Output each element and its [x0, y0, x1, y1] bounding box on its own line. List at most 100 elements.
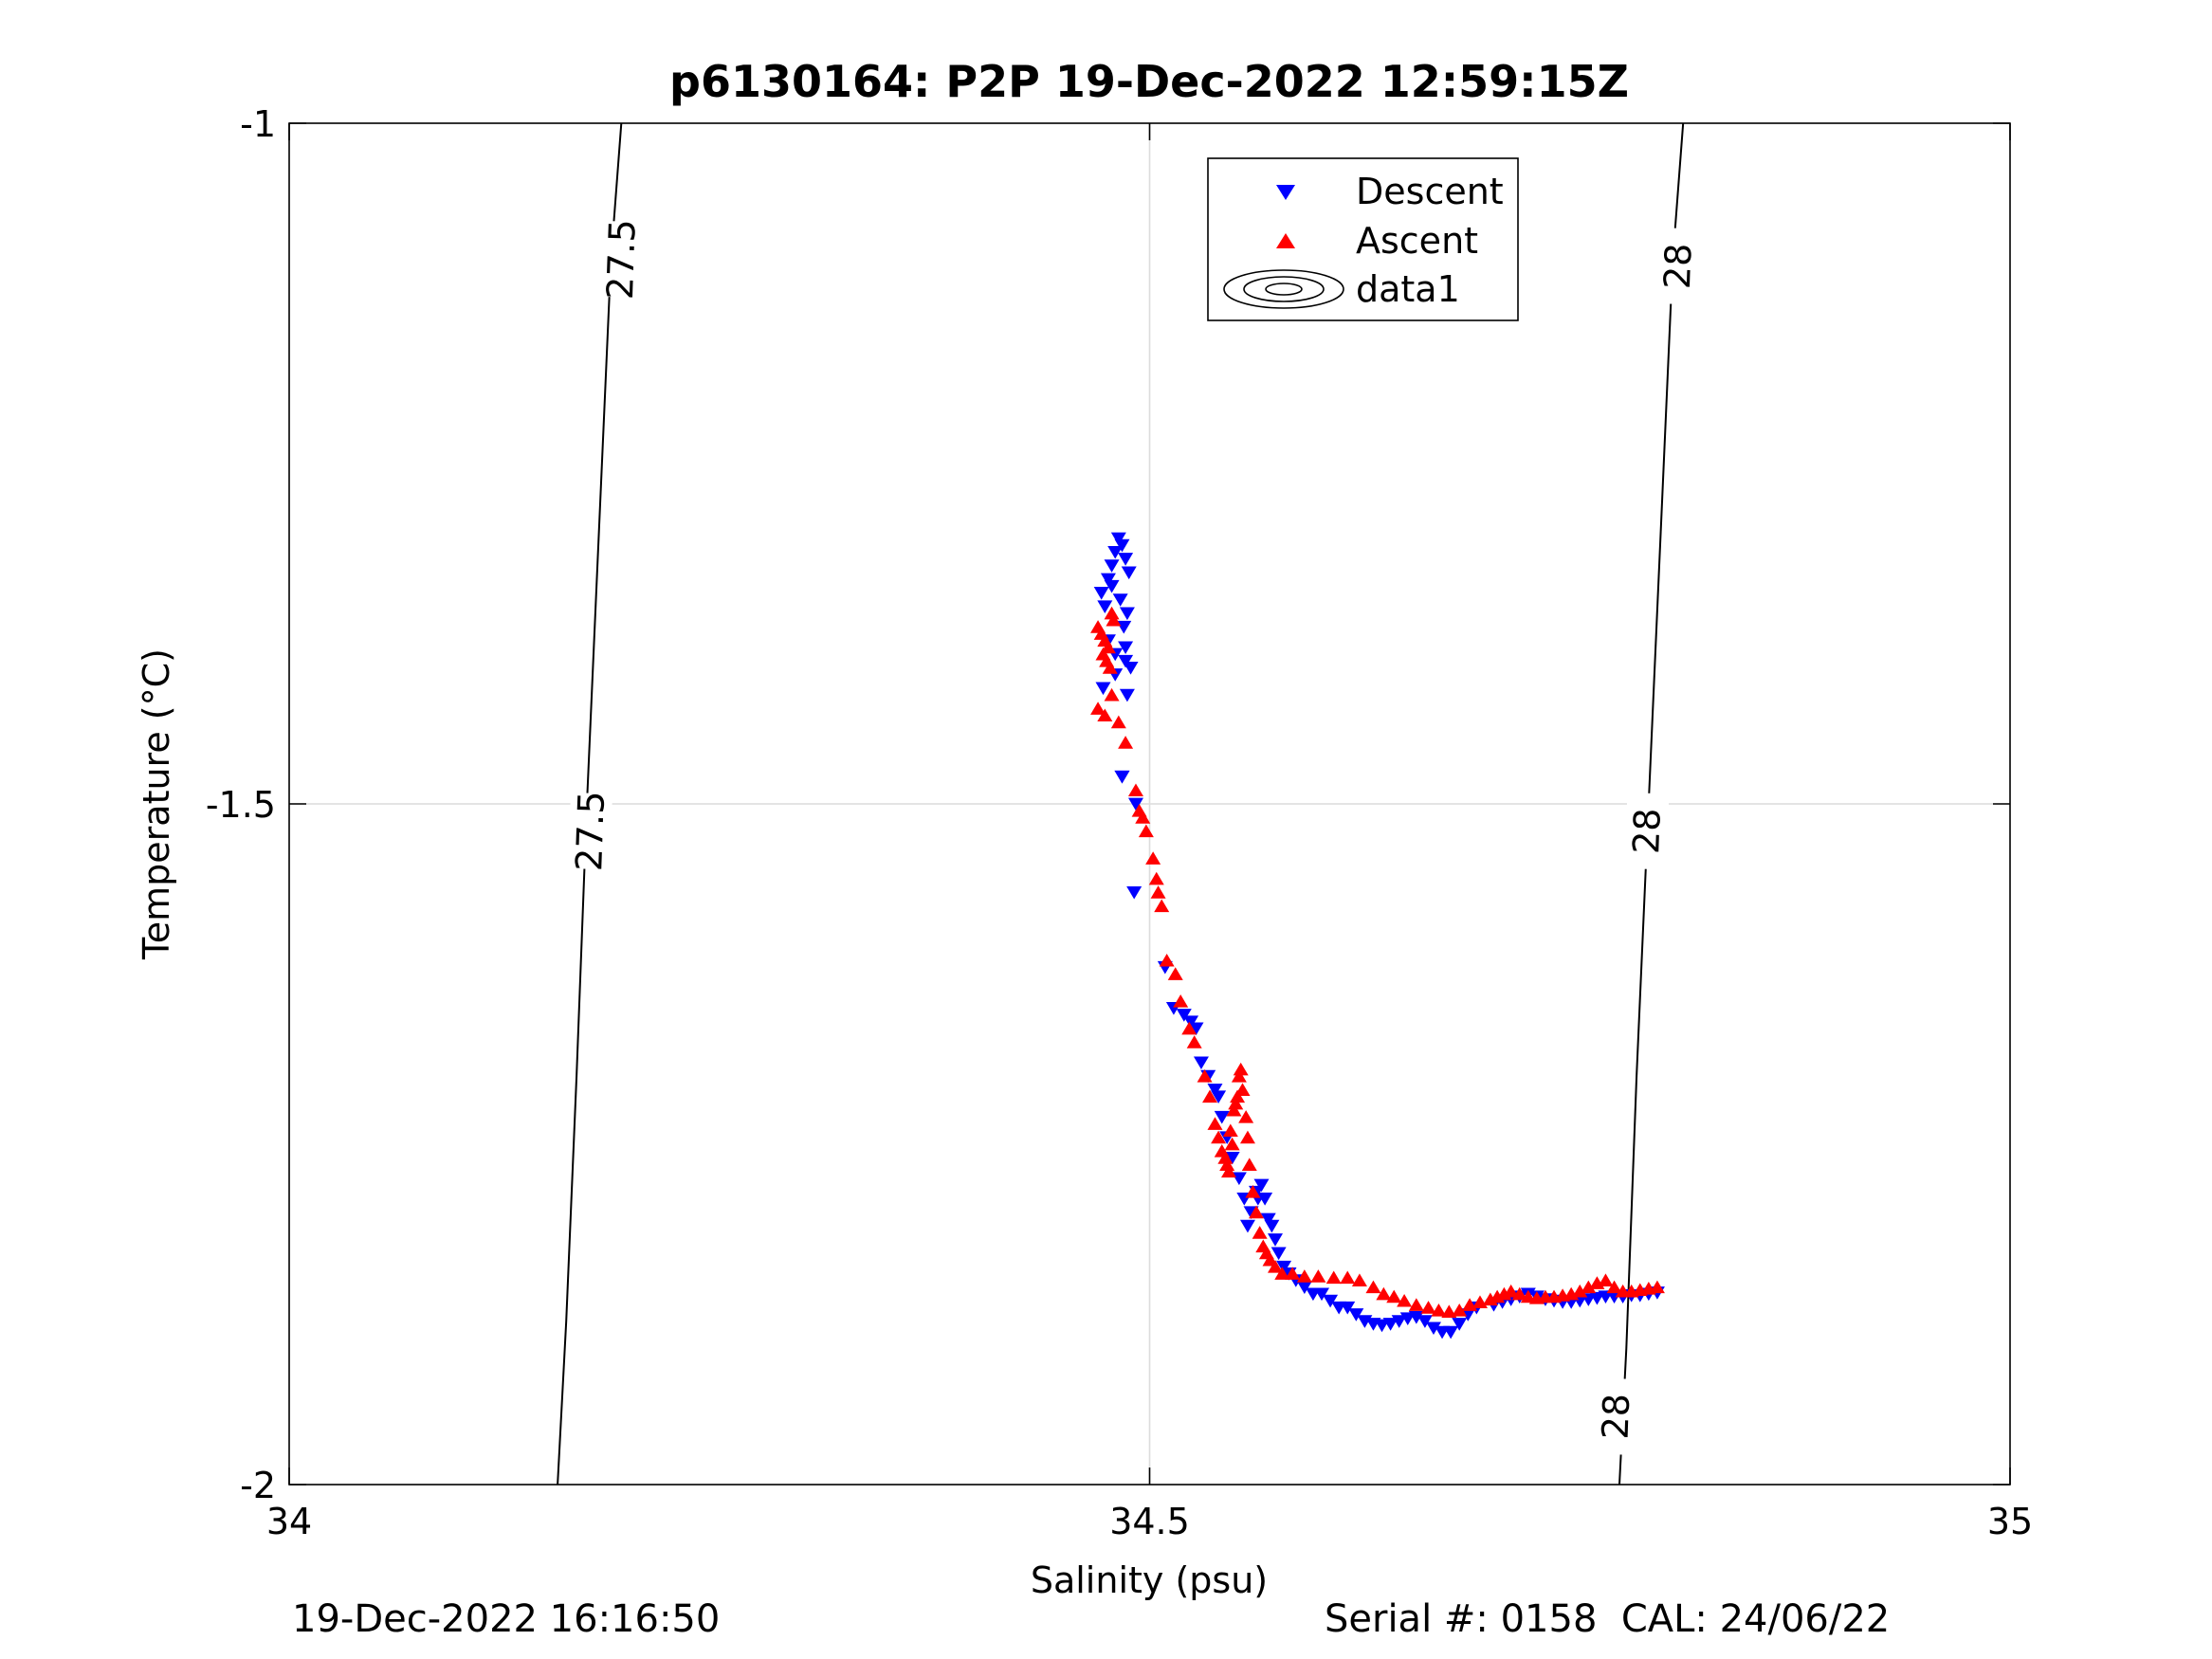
ascent-point: [1230, 1089, 1246, 1103]
ascent-point: [1226, 1103, 1242, 1117]
contour-label: 27.5: [599, 219, 644, 301]
descent-point: [1107, 545, 1124, 559]
ascent-point: [1274, 1267, 1290, 1280]
descent-point: [1253, 1178, 1270, 1193]
ascent-point: [1211, 1130, 1227, 1144]
ascent-point: [1239, 1130, 1255, 1144]
contour-label-text: 27.5: [599, 219, 644, 301]
descent-point: [1118, 654, 1134, 668]
descent-point: [1104, 579, 1120, 593]
descent-point: [1382, 1318, 1398, 1331]
descent-point: [1224, 1151, 1240, 1165]
contour-label-text: 28: [1625, 808, 1669, 855]
descent-point: [1100, 573, 1116, 587]
ascent-point: [1106, 612, 1122, 627]
legend-ascent-label: Ascent: [1356, 220, 1478, 262]
descent-point: [1408, 1310, 1424, 1324]
contour-label-bg: [1655, 228, 1701, 305]
descent-point: [1443, 1325, 1459, 1340]
ascent-point: [1127, 783, 1143, 797]
descent-point: [1127, 797, 1143, 811]
ascent-point: [1606, 1280, 1622, 1294]
descent-point: [1176, 1009, 1192, 1022]
descent-point: [1119, 607, 1135, 621]
descent-point: [1391, 1315, 1407, 1328]
ascent-point: [1598, 1273, 1614, 1286]
ascent-point: [1234, 1083, 1251, 1096]
descent-point: [1296, 1281, 1312, 1294]
descent-point: [1110, 532, 1126, 546]
ascent-point: [1245, 1185, 1261, 1198]
ascent-point: [1197, 1069, 1213, 1083]
ascent-point: [1408, 1298, 1424, 1311]
ascent-point: [1173, 994, 1189, 1008]
descent-point: [1231, 1172, 1247, 1186]
descent-point: [1260, 1212, 1276, 1227]
x-axis: 34 34.5 35: [266, 123, 2033, 1542]
descent-point: [1340, 1301, 1356, 1315]
x-axis-label: Salinity (psu): [1031, 1559, 1268, 1601]
descent-point: [1126, 885, 1143, 900]
ascent-point: [1228, 1096, 1244, 1110]
ascent-point: [1207, 1117, 1223, 1130]
ascent-point: [1148, 871, 1164, 885]
ascent-point: [1154, 899, 1170, 913]
descent-point: [1188, 1022, 1204, 1036]
descent-point: [1348, 1308, 1364, 1322]
ascent-point: [1222, 1123, 1238, 1138]
ascent-point: [1241, 1158, 1257, 1171]
descent-point: [1211, 1090, 1227, 1103]
y-axis-label: Temperature (°C): [136, 648, 177, 960]
ascent-point: [1238, 1110, 1254, 1123]
y-tick-label: -1: [240, 103, 276, 145]
descent-point: [1264, 1219, 1280, 1233]
contour-label-bg: [568, 792, 612, 870]
ascent-point: [1441, 1304, 1457, 1319]
ascent-point: [1511, 1286, 1527, 1301]
descent-point: [1104, 559, 1120, 573]
descent-point: [1114, 770, 1130, 784]
descent-point: [1257, 1193, 1273, 1206]
ascent-point: [1351, 1273, 1367, 1286]
ascent-point: [1219, 1158, 1235, 1171]
footer-serial: Serial #: 0158 CAL: 24/06/22: [1325, 1597, 1891, 1641]
descent-point: [1116, 620, 1132, 634]
ascent-point: [1249, 1205, 1265, 1219]
ascent-point: [1285, 1267, 1301, 1280]
x-tick-label: 34.5: [1109, 1501, 1190, 1542]
descent-point: [1123, 662, 1139, 675]
ascent-point: [1104, 606, 1120, 620]
ascent-point: [1649, 1280, 1665, 1294]
descent-point: [1118, 641, 1134, 655]
contour-label: 28: [1655, 228, 1701, 305]
ascent-point: [1150, 885, 1166, 899]
ascent-point: [1572, 1284, 1588, 1298]
contour-label-text: 28: [1595, 1393, 1638, 1440]
ascent-point: [1581, 1280, 1597, 1294]
legend-box: [1207, 157, 1519, 321]
grid: [289, 123, 2010, 1485]
contour-label-text: 28: [1656, 243, 1700, 290]
legend-descent-marker: [1276, 185, 1295, 200]
ascent-point: [1118, 736, 1134, 749]
y-axis: -2 -1.5 -1: [206, 103, 2010, 1506]
ascent-point: [1167, 967, 1183, 980]
descent-point: [1093, 587, 1109, 600]
descent-point: [1114, 538, 1130, 553]
contour-label-bg: [598, 220, 644, 299]
contour-label: 28: [1594, 1377, 1638, 1455]
contour-label: 28: [1624, 792, 1670, 870]
ascent-point: [1231, 1069, 1247, 1083]
legend: Descent Ascent data1: [1207, 157, 1519, 321]
contour-label: 27.5: [568, 791, 612, 872]
chart-title: p6130164: P2P 19-Dec-2022 12:59:15Z: [669, 56, 1629, 107]
y-tick-label: -1.5: [206, 784, 276, 826]
ascent-point: [1296, 1269, 1312, 1283]
ascent-point: [1376, 1286, 1392, 1301]
legend-descent-label: Descent: [1356, 171, 1504, 212]
ascent-point: [1340, 1270, 1356, 1285]
ascent-point: [1397, 1293, 1413, 1307]
ascent-point: [1503, 1284, 1519, 1298]
ascent-point: [1267, 1260, 1283, 1273]
